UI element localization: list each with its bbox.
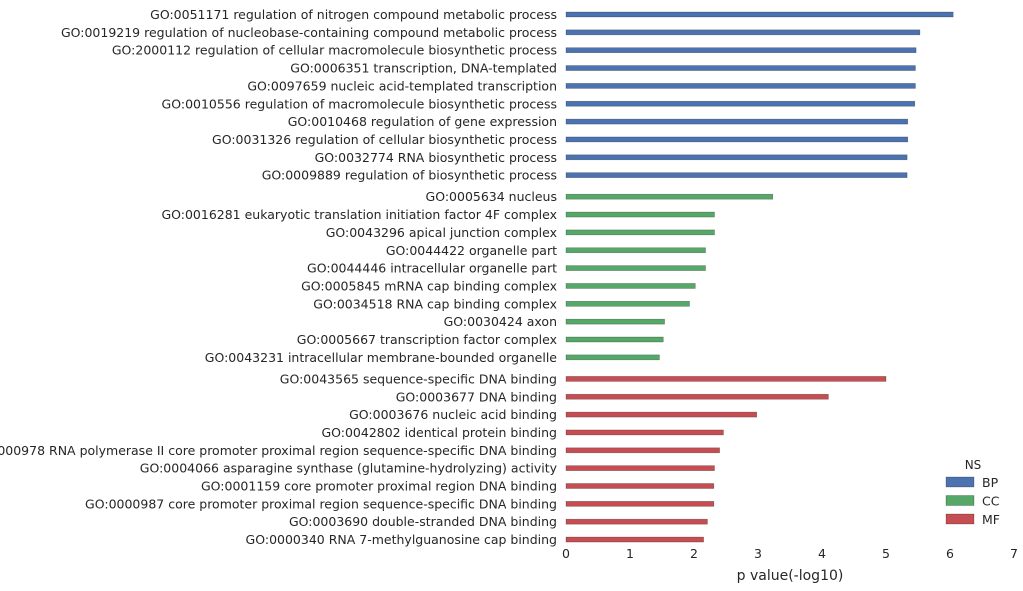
legend-swatch-mf	[945, 513, 975, 525]
legend-label-bp: BP	[982, 475, 999, 490]
category-label: GO:0019219 regulation of nucleobase-cont…	[61, 25, 557, 40]
x-axis-title: p value(-log10)	[737, 568, 844, 584]
bar-mf	[565, 376, 887, 382]
category-label: GO:0004066 asparagine synthase (glutamin…	[140, 461, 558, 476]
category-label: GO:0010468 regulation of gene expression	[288, 114, 557, 129]
bar-mf	[565, 536, 704, 543]
bar-bp	[565, 65, 916, 71]
bar-bp	[565, 83, 916, 89]
x-axis: 0 1 2 3 4 5 6 7	[562, 546, 1018, 561]
bar-mf	[565, 429, 724, 436]
category-label: GO:0000340 RNA 7-methylguanosine cap bin…	[246, 532, 557, 547]
x-tick-label: 1	[626, 546, 634, 561]
category-label: GO:0042802 identical protein binding	[321, 425, 557, 440]
category-label: GO:0005634 nucleus	[426, 189, 557, 204]
bar-cc	[565, 265, 706, 271]
bar-cc	[565, 354, 660, 361]
category-label: GO:0003677 DNA binding	[396, 389, 557, 404]
bar-mf	[565, 393, 829, 400]
category-label: GO:0030424 axon	[444, 314, 557, 329]
bar-bp	[565, 11, 954, 18]
category-label: GO:0009889 regulation of biosynthetic pr…	[262, 168, 557, 183]
category-label: GO:0001159 core promoter proximal region…	[201, 479, 557, 494]
x-tick-label: 2	[690, 546, 698, 561]
category-label: GO:0044446 intracellular organelle part	[307, 261, 557, 276]
legend-swatch-cc	[945, 495, 975, 506]
bar-cc	[565, 318, 665, 325]
bars-layer	[565, 11, 954, 543]
bar-cc	[565, 193, 774, 200]
legend-swatch-bp	[945, 476, 975, 488]
category-label: GO:0010556 regulation of macromolecule b…	[162, 96, 557, 111]
category-label: GO:0003676 nucleic acid binding	[349, 407, 557, 422]
bar-bp	[565, 100, 916, 107]
category-label: GO:0051171 regulation of nitrogen compou…	[150, 7, 557, 22]
category-label: GO:0006351 transcription, DNA-templated	[290, 61, 557, 76]
x-tick-label: 7	[1010, 546, 1018, 561]
x-tick-label: 0	[562, 546, 570, 561]
bar-cc	[565, 283, 696, 289]
bar-bp	[565, 47, 917, 54]
legend: NS BP CC MF	[945, 458, 1000, 527]
bar-cc	[565, 247, 706, 254]
bar-cc	[565, 211, 715, 218]
category-label: GO:0043296 apical junction complex	[326, 225, 557, 240]
category-label: GO:2000112 regulation of cellular macrom…	[112, 43, 557, 58]
category-label: GO:0000987 core promoter proximal region…	[85, 496, 557, 511]
bar-mf	[565, 518, 708, 525]
category-label: GO:0097659 nucleic acid-templated transc…	[247, 78, 557, 93]
category-label: GO:0032774 RNA biosynthetic process	[315, 150, 557, 165]
bar-cc	[565, 229, 715, 236]
category-label: GO:0003690 double-stranded DNA binding	[289, 514, 557, 529]
bar-bp	[565, 118, 909, 125]
bar-cc	[565, 300, 690, 307]
x-tick-label: 6	[946, 546, 954, 561]
legend-title: NS	[965, 458, 982, 472]
category-label: GO:0016281 eukaryotic translation initia…	[161, 207, 557, 222]
category-label: GO:0044422 organelle part	[386, 243, 557, 258]
category-label: GO:0043565 sequence-specific DNA binding	[280, 371, 557, 386]
bar-mf	[565, 447, 720, 454]
bar-cc	[565, 336, 664, 343]
bar-bp	[565, 29, 921, 36]
bar-bp	[565, 172, 908, 178]
category-label: GO:0005667 transcription factor complex	[297, 332, 557, 347]
category-labels: GO:0051171 regulation of nitrogen compou…	[0, 7, 558, 547]
bar-mf	[565, 411, 758, 418]
category-label: GO:0031326 regulation of cellular biosyn…	[212, 132, 557, 147]
bar-mf	[565, 501, 715, 507]
category-label: GO:0034518 RNA cap binding complex	[313, 296, 557, 311]
category-label: GO:0005845 mRNA cap binding complex	[301, 278, 557, 293]
x-tick-label: 4	[818, 546, 826, 561]
bar-bp	[565, 154, 908, 161]
legend-label-cc: CC	[982, 494, 1000, 509]
category-label: GO:0043231 intracellular membrane-bounde…	[205, 350, 558, 365]
legend-label-mf: MF	[982, 512, 1000, 527]
bar-mf	[565, 465, 715, 471]
category-label: GO:0000978 RNA polymerase II core promot…	[0, 443, 557, 458]
x-tick-label: 5	[882, 546, 890, 561]
x-tick-label: 3	[754, 546, 762, 561]
bar-mf	[565, 483, 715, 489]
bar-bp	[565, 136, 909, 143]
